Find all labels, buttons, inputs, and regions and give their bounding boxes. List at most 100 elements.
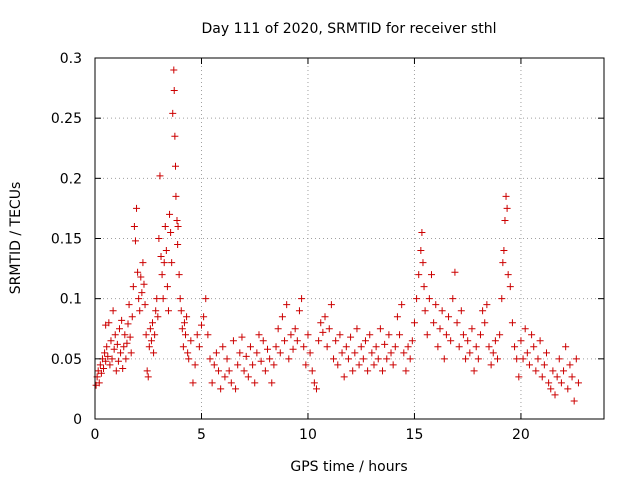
data-point [172, 192, 180, 200]
data-point [193, 331, 201, 339]
data-point [123, 339, 131, 347]
data-point [425, 295, 433, 303]
data-point [104, 352, 112, 360]
data-point [420, 283, 428, 291]
data-point [210, 361, 218, 369]
data-point [164, 307, 172, 315]
data-point [234, 361, 242, 369]
data-point [499, 259, 507, 267]
data-point [323, 343, 331, 351]
data-point [106, 361, 114, 369]
data-point [504, 271, 512, 279]
data-point [175, 271, 183, 279]
data-point [101, 349, 109, 357]
data-point [298, 295, 306, 303]
y-tick-label: 0 [73, 412, 82, 428]
data-point [418, 228, 426, 236]
data-point [562, 343, 570, 351]
data-point [340, 373, 348, 381]
y-tick-label: 0.25 [51, 111, 82, 127]
data-point [502, 192, 510, 200]
data-point [481, 319, 489, 327]
data-point [344, 355, 352, 363]
data-point [347, 333, 355, 341]
data-point [121, 331, 129, 339]
data-point [173, 216, 181, 224]
data-point [404, 343, 412, 351]
data-point [472, 343, 480, 351]
data-point [304, 331, 312, 339]
data-point [195, 343, 203, 351]
data-point [103, 343, 111, 351]
data-point [114, 357, 122, 365]
data-point [391, 343, 399, 351]
data-point [141, 301, 149, 309]
data-point [349, 367, 357, 375]
data-point [244, 373, 252, 381]
data-point [257, 357, 265, 365]
data-point [283, 301, 291, 309]
data-point [545, 379, 553, 387]
data-point [259, 337, 267, 345]
data-point [513, 355, 521, 363]
data-point [476, 331, 484, 339]
data-point [177, 307, 185, 315]
data-point [291, 325, 299, 333]
data-point [167, 228, 175, 236]
data-point [336, 331, 344, 339]
data-point [159, 295, 167, 303]
data-point [206, 355, 214, 363]
data-point [300, 343, 308, 351]
data-point [227, 379, 235, 387]
data-point [447, 337, 455, 345]
data-point [171, 132, 179, 140]
data-point [183, 313, 191, 321]
data-point [240, 367, 248, 375]
data-point [179, 343, 187, 351]
data-point [293, 337, 301, 345]
data-point [180, 319, 188, 327]
data-point [136, 307, 144, 315]
data-point [359, 355, 367, 363]
data-point [142, 331, 150, 339]
data-point [445, 313, 453, 321]
data-point [383, 355, 391, 363]
data-point [330, 355, 338, 363]
data-point [487, 361, 495, 369]
data-point [289, 345, 297, 353]
data-point [427, 271, 435, 279]
data-point [540, 361, 548, 369]
data-point [266, 355, 274, 363]
data-point [321, 313, 329, 321]
data-points [92, 66, 582, 405]
data-point [160, 259, 168, 267]
data-point [317, 319, 325, 327]
data-point [408, 337, 416, 345]
data-point [170, 86, 178, 94]
data-point [449, 295, 457, 303]
data-point [468, 325, 476, 333]
data-point [110, 345, 118, 353]
data-point [162, 247, 170, 255]
data-point [96, 361, 104, 369]
data-point [564, 385, 572, 393]
data-point [131, 237, 139, 245]
data-point [219, 343, 227, 351]
data-point [249, 361, 257, 369]
data-point [168, 259, 176, 267]
data-point [215, 367, 223, 375]
data-point [387, 349, 395, 357]
data-point [528, 331, 536, 339]
data-point [276, 349, 284, 357]
data-point [191, 361, 199, 369]
data-point [217, 385, 225, 393]
data-point [553, 373, 561, 381]
data-point [197, 321, 205, 329]
data-point [406, 355, 414, 363]
data-point [163, 283, 171, 291]
data-point [261, 367, 269, 375]
data-point [417, 247, 425, 255]
data-point [232, 385, 240, 393]
data-point [542, 349, 550, 357]
data-point [152, 307, 160, 315]
